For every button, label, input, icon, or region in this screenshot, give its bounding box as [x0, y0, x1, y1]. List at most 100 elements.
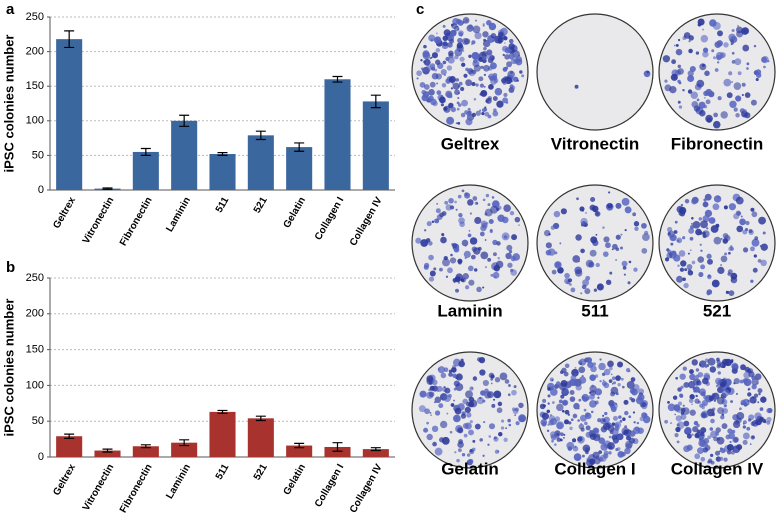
colony	[726, 444, 734, 451]
colony	[755, 77, 759, 82]
colony	[766, 408, 772, 414]
colony	[508, 384, 511, 387]
colony	[473, 247, 481, 255]
colony	[510, 269, 517, 276]
colony	[682, 366, 687, 371]
colony	[674, 433, 679, 438]
colony	[569, 389, 575, 395]
colony	[572, 438, 577, 443]
colony	[669, 86, 677, 94]
colony	[757, 388, 763, 394]
colony	[705, 99, 711, 105]
colony	[481, 108, 486, 113]
colony	[574, 366, 577, 369]
well-photo	[411, 13, 529, 131]
colony	[627, 281, 631, 285]
colony	[442, 60, 447, 65]
colony	[462, 423, 469, 429]
colony	[624, 410, 629, 416]
colony	[457, 448, 462, 453]
colony	[590, 236, 598, 244]
x-tick-label: Vitronectin	[81, 462, 117, 513]
error-bar	[64, 30, 75, 49]
colony	[479, 438, 483, 442]
colony	[479, 231, 485, 237]
colony	[607, 425, 615, 432]
colony	[499, 372, 508, 381]
colony	[711, 49, 715, 53]
colony	[549, 431, 557, 438]
colony	[469, 386, 474, 391]
colony	[671, 59, 677, 65]
colony	[715, 51, 724, 60]
colony	[759, 416, 764, 421]
colony	[713, 120, 721, 129]
colony	[482, 31, 489, 38]
colony	[474, 423, 481, 430]
colony	[589, 433, 597, 440]
colony	[724, 252, 728, 256]
colony	[497, 205, 502, 210]
colony	[742, 422, 745, 425]
bar	[362, 101, 389, 190]
colony	[447, 267, 453, 274]
colony	[487, 96, 493, 101]
colony	[692, 426, 699, 433]
well-label: Collagen IV	[671, 459, 764, 478]
colony	[751, 238, 760, 247]
x-tick-label: Gelatin	[282, 462, 308, 497]
colony	[481, 112, 485, 116]
colony	[436, 203, 438, 205]
bar	[286, 147, 313, 190]
colony	[585, 425, 591, 431]
colony	[742, 432, 750, 440]
y-tick-label: 50	[32, 149, 44, 161]
colony	[674, 220, 678, 224]
colony	[457, 19, 464, 26]
colony	[762, 231, 766, 235]
colony	[469, 237, 478, 245]
colony	[456, 458, 460, 463]
colony	[459, 56, 465, 62]
colony	[550, 225, 556, 230]
colony	[731, 367, 738, 374]
colony	[739, 379, 744, 384]
colony	[456, 274, 459, 277]
colony	[618, 415, 622, 419]
colony	[541, 412, 550, 420]
colony	[723, 42, 729, 48]
colony	[687, 252, 690, 255]
colony	[551, 269, 557, 275]
colony	[715, 427, 721, 433]
colony	[704, 70, 710, 77]
colony	[437, 366, 446, 374]
colony	[443, 386, 446, 389]
colony	[450, 205, 455, 210]
colony	[440, 103, 444, 107]
colony	[476, 357, 482, 362]
colony	[703, 97, 706, 99]
colony	[418, 405, 426, 413]
colony	[617, 450, 625, 458]
colony	[688, 48, 693, 54]
colony	[621, 427, 630, 436]
colony	[711, 279, 720, 288]
colony	[707, 435, 712, 440]
panel-label: b	[6, 259, 15, 276]
colony	[713, 236, 722, 245]
colony	[490, 378, 494, 381]
well-photo	[658, 184, 776, 302]
colony	[556, 403, 564, 412]
x-tick-label: Fibronectin	[118, 462, 155, 513]
colony	[454, 48, 463, 57]
colony	[688, 227, 695, 234]
colony	[438, 96, 446, 104]
y-tick-label: 150	[26, 344, 44, 356]
colony	[428, 391, 435, 398]
colony	[713, 56, 716, 60]
colony	[559, 242, 562, 245]
colony	[428, 34, 436, 42]
colony	[642, 233, 650, 241]
colony	[482, 55, 487, 61]
colony	[486, 20, 492, 26]
